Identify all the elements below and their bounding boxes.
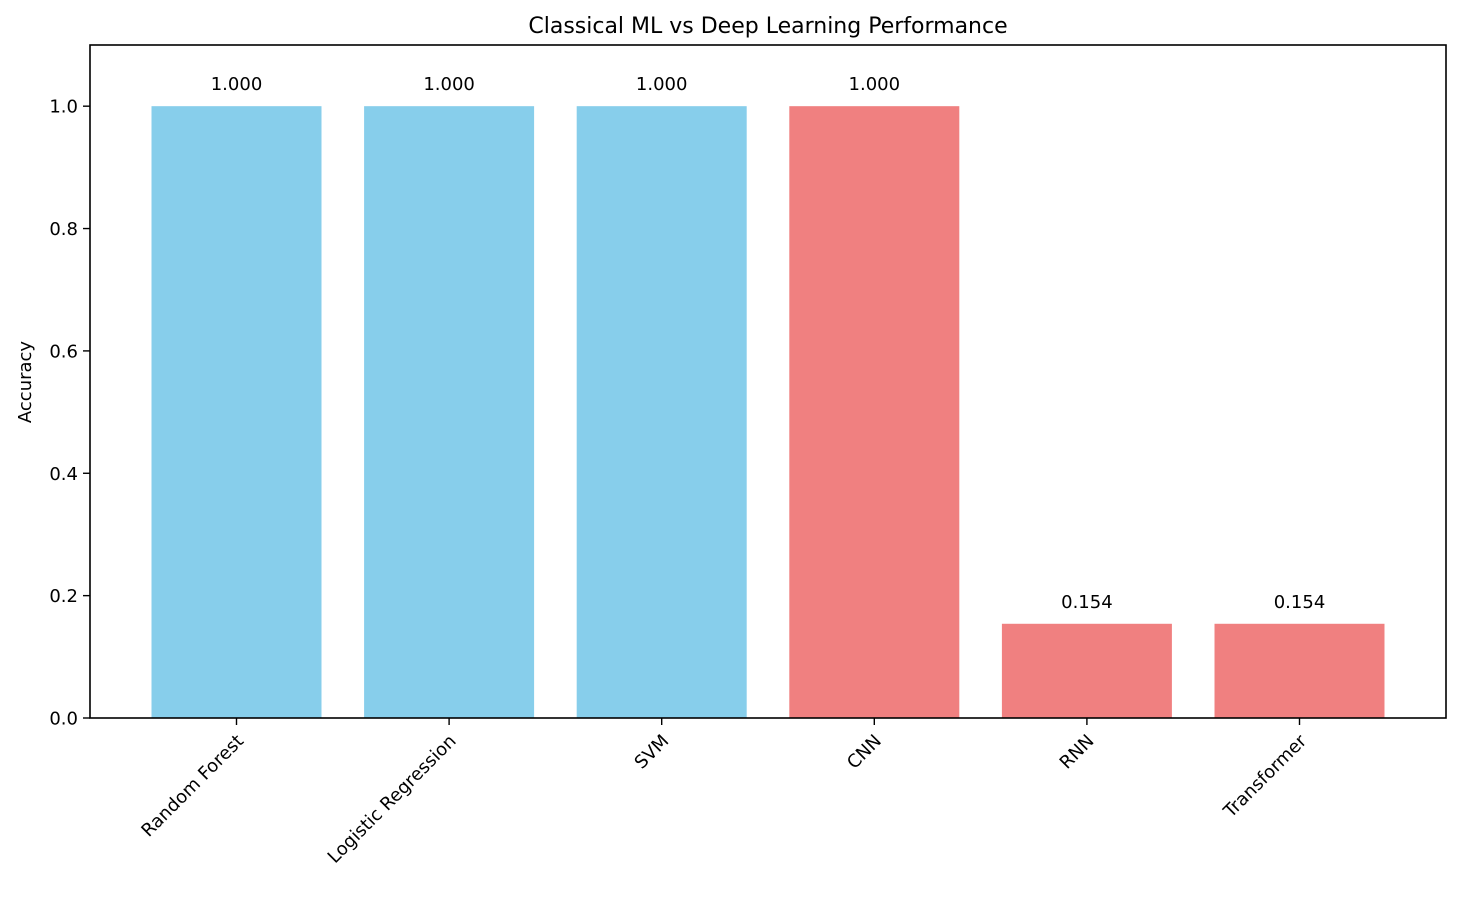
bar-value-label: 0.154 <box>1061 592 1113 613</box>
y-tick-label: 0.0 <box>49 709 78 730</box>
x-axis-ticks: Random Forest Logistic Regression SVM CNN RN… <box>137 718 1311 868</box>
bar-transformer <box>1214 623 1385 718</box>
chart-title: Classical ML vs Deep Learning Performanc… <box>528 14 1007 39</box>
bar-value-label: 1.000 <box>636 74 688 95</box>
x-tick-label: SVM <box>631 731 674 774</box>
x-tick-label: CNN <box>843 731 886 774</box>
bar-value-label: 1.000 <box>423 74 475 95</box>
bar-value-label: 1.000 <box>211 74 263 95</box>
y-axis-ticks: 0.0 0.2 0.4 0.6 0.8 1.0 <box>49 97 90 730</box>
y-tick-label: 0.8 <box>49 219 78 240</box>
bar-random-forest <box>151 106 322 719</box>
value-labels-layer: 1.000 1.000 1.000 1.000 0.154 0.154 <box>211 74 1326 613</box>
bar-value-label: 0.154 <box>1274 592 1326 613</box>
x-tick-label: RNN <box>1056 731 1099 774</box>
bar-logistic-regression <box>364 106 535 719</box>
x-tick-label: Transformer <box>1219 730 1311 822</box>
bar-rnn <box>1001 623 1172 718</box>
y-axis-label: Accuracy <box>15 341 36 424</box>
x-tick-label: Random Forest <box>137 731 248 842</box>
bars-layer <box>151 106 1385 719</box>
bar-svm <box>576 106 747 719</box>
y-tick-label: 0.2 <box>49 586 78 607</box>
x-tick-label: Logistic Regression <box>324 731 461 868</box>
plot-frame <box>89 44 1447 719</box>
y-tick-label: 0.6 <box>49 341 78 362</box>
y-tick-label: 1.0 <box>49 97 78 118</box>
y-tick-label: 0.4 <box>49 464 78 485</box>
bar-value-label: 1.000 <box>849 74 901 95</box>
bar-cnn <box>789 106 960 719</box>
